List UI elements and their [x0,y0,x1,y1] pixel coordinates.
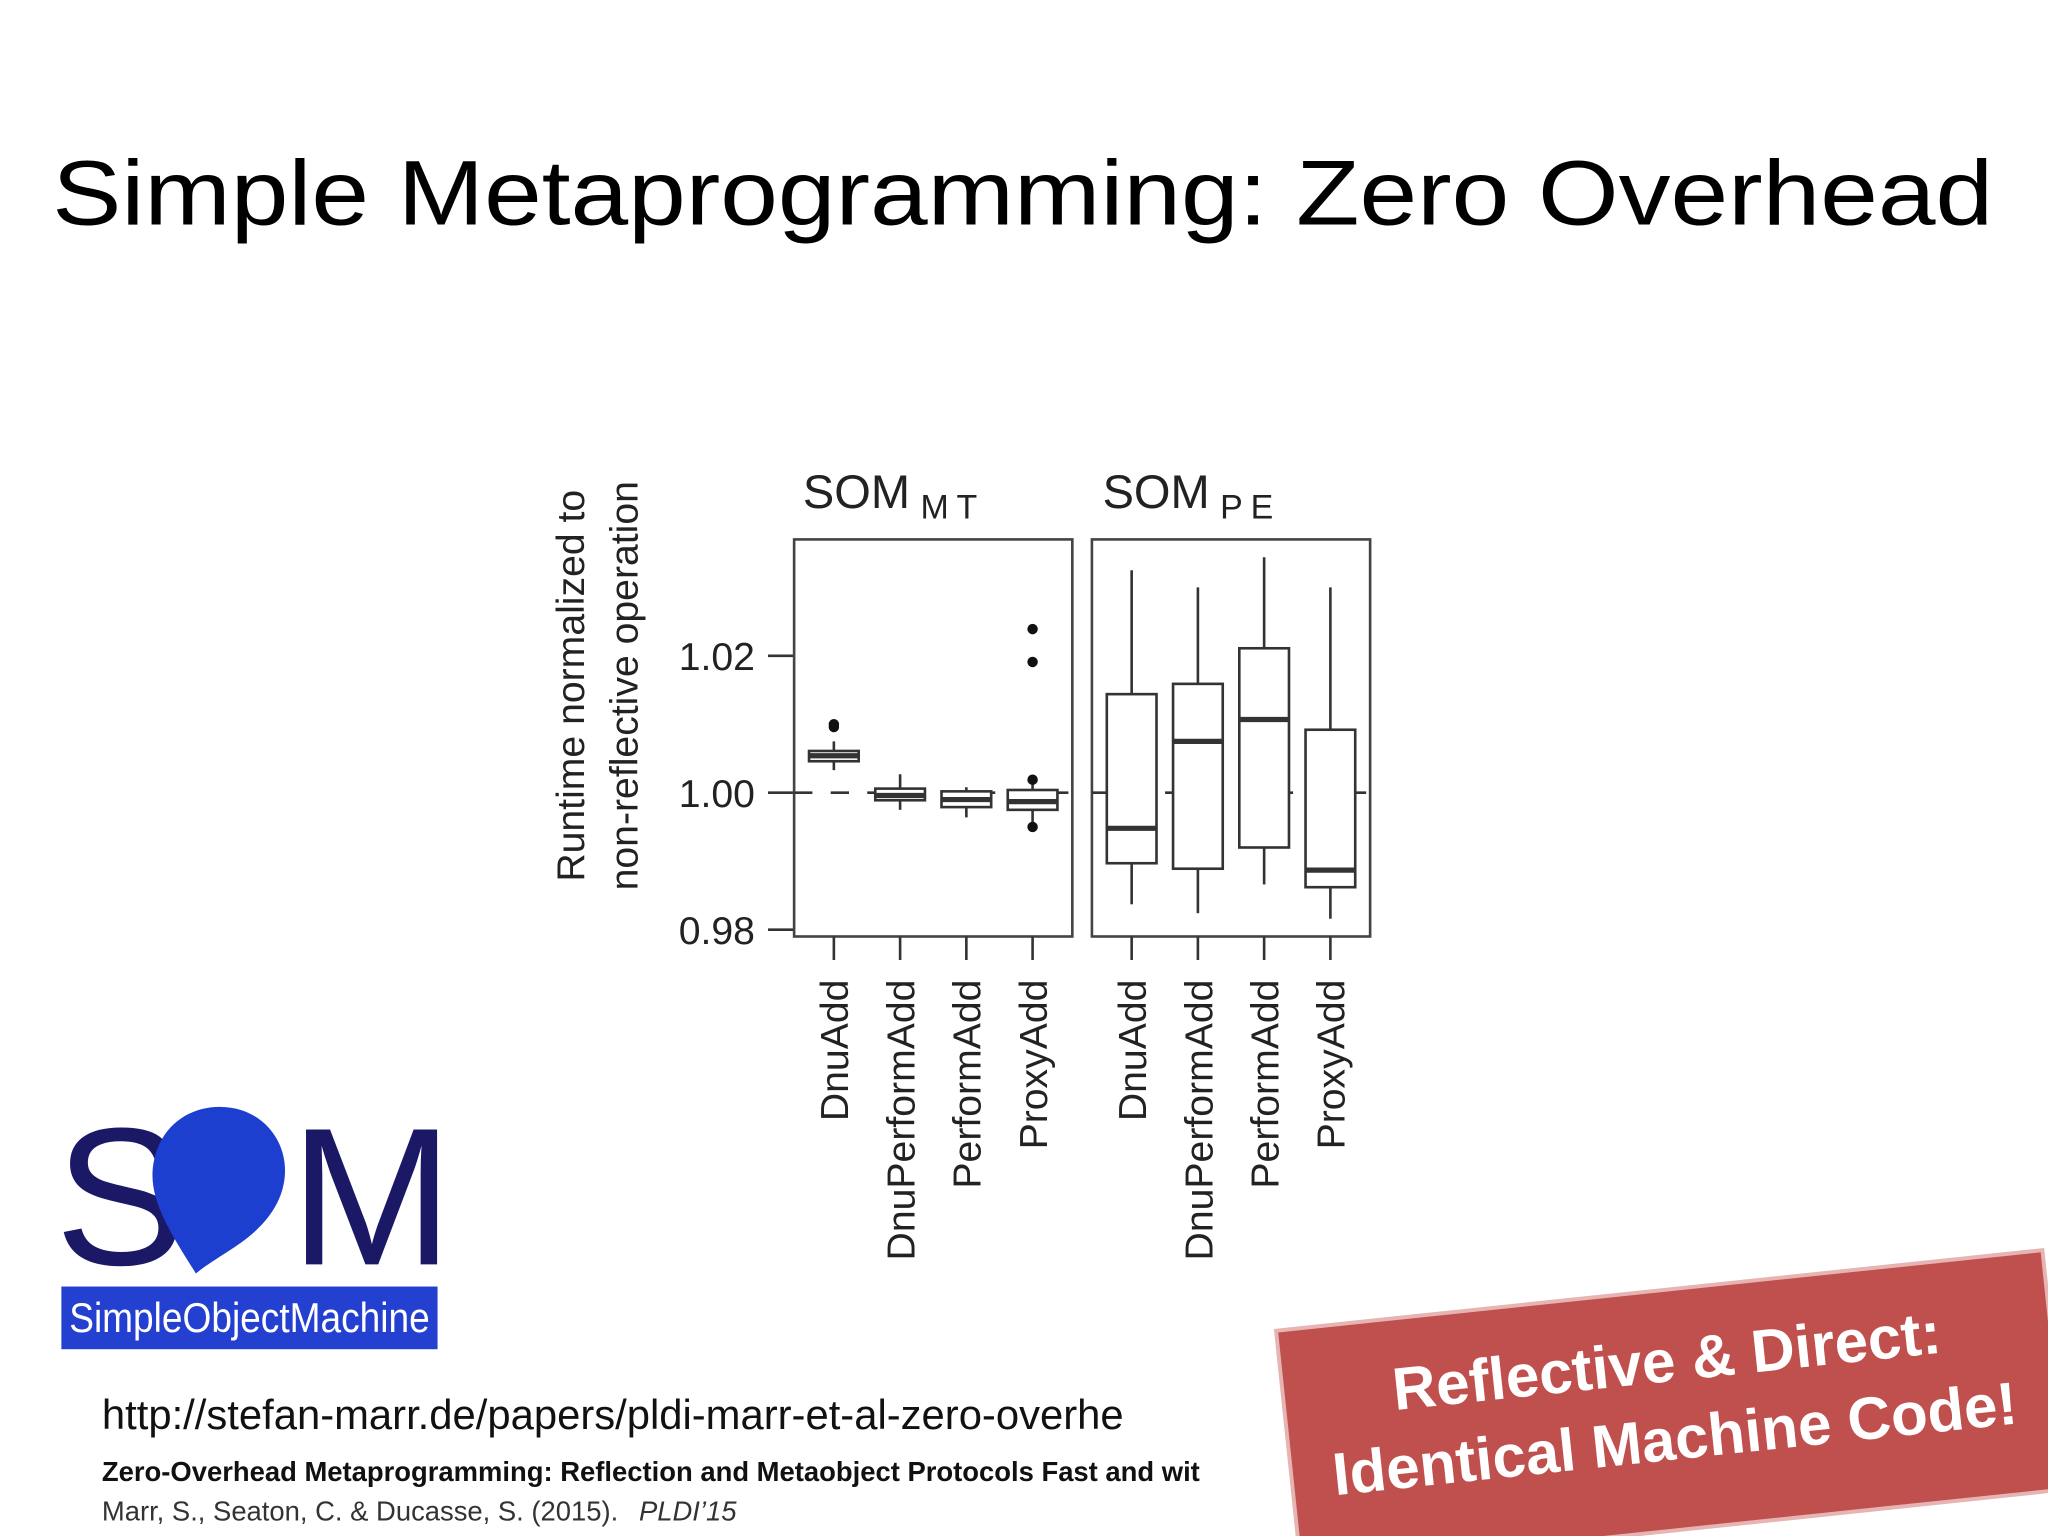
citation: Marr, S., Seaton, C. & Ducasse, S. (2015… [102,1495,737,1526]
x-tick-label: DnuAdd [1112,980,1155,1122]
y-axis-label: Runtime normalized to [550,490,593,882]
panel-name: SOM [803,465,910,518]
outlier [1027,623,1038,635]
paper-url: http://stefan-marr.de/papers/pldi-marr-e… [102,1391,1124,1438]
y-axis-label: non-reflective operation [603,481,646,890]
outlier [1027,656,1038,668]
x-tick-label: PerformAdd [1245,980,1288,1189]
panel-subscript: PE [1220,489,1281,527]
panel-subscript: MT [920,489,985,527]
y-tick-label: 1.00 [679,773,755,816]
box [1237,646,1291,849]
logo-drop [152,1106,286,1274]
box [1105,692,1158,865]
logo-band [61,1286,438,1350]
callout-box [1273,1247,2048,1536]
y-tick-label: 1.02 [679,636,755,679]
chart: 0.98 1.00 1.02 Runtime normalized to non-ref… [550,465,1372,1261]
logo: S M SimpleObjectMachine [55,1087,453,1350]
outlier [1027,821,1038,833]
x-tick-label: ProxyAdd [1311,980,1354,1150]
x-tick-label: DnuAdd [814,980,857,1122]
y-tick-label: 0.98 [679,910,755,953]
panel-label: SOM PE [1103,465,1281,526]
x-tick-label: PerformAdd [947,980,990,1189]
box [1304,728,1357,889]
x-tick-label: DnuPerformAdd [1178,980,1221,1261]
x-tick-label: ProxyAdd [1013,980,1056,1150]
outlier [1027,774,1038,785]
panel-name: SOM [1103,465,1210,518]
paper-title: Zero-Overhead Metaprogramming: Reflectio… [102,1456,1200,1487]
panel [792,538,1074,938]
authors: Marr, S., Seaton, C. & Ducasse, S. (2015… [102,1495,618,1526]
panel-label: SOM MT [803,465,985,526]
logo-caption: SimpleObjectMachine [69,1294,429,1341]
callout: Reflective & Direct: Identical Machine C… [1273,1247,2048,1536]
box [1171,682,1225,871]
x-tick-label: DnuPerformAdd [880,980,923,1261]
logo-letter: M [290,1087,453,1306]
slide-title: Simple Metaprogramming: Zero Overhead [52,143,1993,245]
outlier [828,719,840,730]
venue: PLDI’15 [639,1495,737,1526]
